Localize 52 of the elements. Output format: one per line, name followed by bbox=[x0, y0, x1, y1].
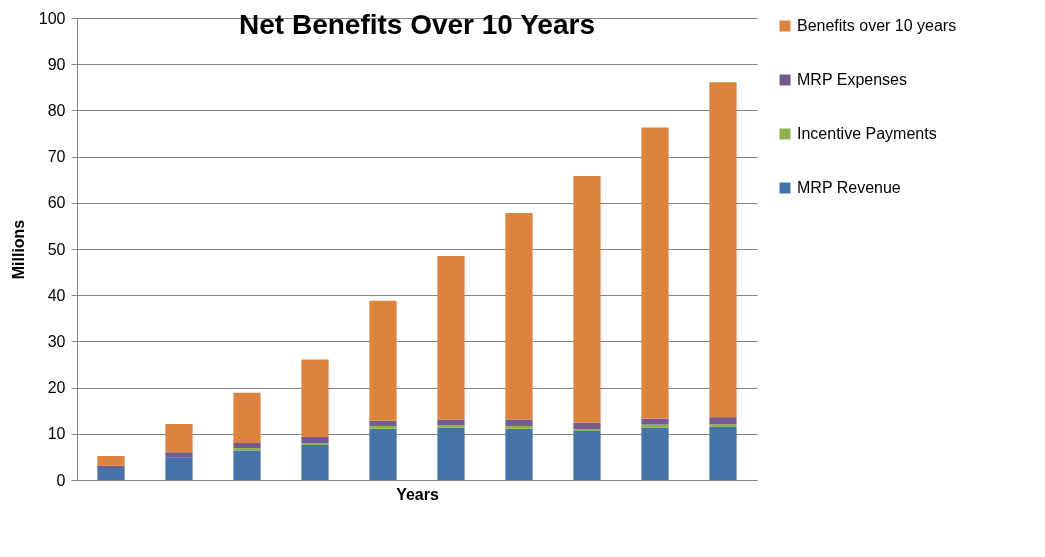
legend-label: MRP Expenses bbox=[797, 71, 907, 88]
bar bbox=[369, 420, 397, 426]
bar bbox=[641, 127, 669, 419]
bar bbox=[369, 428, 397, 480]
bar bbox=[709, 426, 737, 480]
bar bbox=[505, 419, 533, 426]
bar bbox=[369, 425, 397, 429]
bar bbox=[437, 425, 465, 428]
chart-title: Net Benefits Over 10 Years bbox=[239, 9, 595, 40]
bar bbox=[437, 255, 465, 420]
y-tick-label: 70 bbox=[47, 148, 66, 166]
bar bbox=[301, 359, 329, 438]
x-axis-title: Years bbox=[396, 485, 439, 503]
y-tick-label: 20 bbox=[47, 379, 66, 397]
bar bbox=[369, 300, 397, 421]
bar bbox=[437, 427, 465, 480]
bar bbox=[573, 176, 601, 423]
bar bbox=[97, 455, 125, 466]
bar bbox=[709, 424, 737, 427]
bar bbox=[573, 431, 601, 480]
bar bbox=[641, 427, 669, 480]
y-tick-label: 30 bbox=[47, 332, 66, 350]
bar bbox=[233, 450, 261, 480]
bar bbox=[165, 452, 193, 458]
y-tick-label: 60 bbox=[47, 194, 66, 212]
bar bbox=[233, 443, 261, 449]
y-axis-title: Millions bbox=[9, 219, 27, 280]
y-tick-label: 90 bbox=[47, 55, 66, 73]
bar bbox=[301, 444, 329, 480]
bar bbox=[709, 82, 737, 418]
y-tick-label: 0 bbox=[56, 471, 66, 489]
bar bbox=[437, 419, 465, 426]
legend-label: MRP Revenue bbox=[797, 179, 901, 196]
y-tick-label: 100 bbox=[38, 9, 66, 27]
y-tick-label: 10 bbox=[47, 425, 66, 443]
bar bbox=[573, 422, 601, 430]
bar bbox=[301, 437, 329, 444]
bar bbox=[165, 424, 193, 453]
bar bbox=[505, 428, 533, 480]
legend-label: Incentive Payments bbox=[797, 125, 937, 142]
y-tick-label: 40 bbox=[47, 286, 66, 304]
y-tick-label: 50 bbox=[47, 240, 66, 258]
bar bbox=[505, 212, 533, 420]
bar bbox=[233, 392, 261, 444]
bar bbox=[641, 418, 669, 425]
bar bbox=[505, 425, 533, 429]
legend-label: Benefits over 10 years bbox=[797, 17, 957, 34]
bar bbox=[165, 457, 193, 480]
bar bbox=[641, 424, 669, 428]
y-tick-label: 80 bbox=[47, 101, 66, 119]
bar bbox=[709, 417, 737, 425]
bar bbox=[97, 467, 125, 480]
